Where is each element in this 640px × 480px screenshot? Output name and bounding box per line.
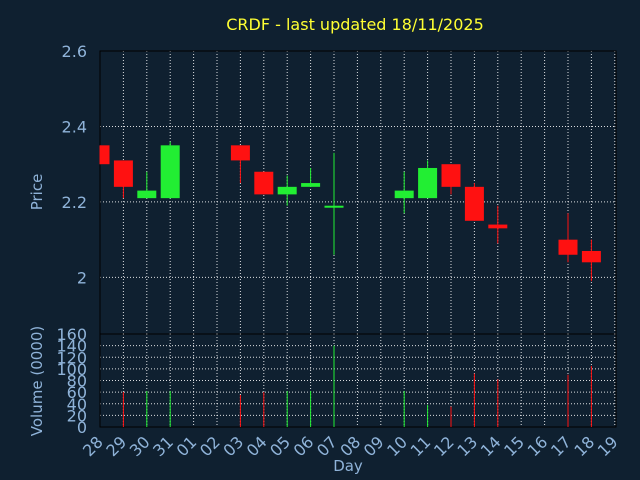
candle (488, 205, 508, 244)
candle-body (254, 171, 274, 195)
volume-tick-label: 0 (77, 418, 87, 437)
volume-plot-frame (99, 333, 617, 428)
candle-body (418, 167, 438, 199)
candle-body (581, 250, 601, 263)
candle-body (301, 183, 321, 187)
candle (230, 145, 250, 184)
candle (441, 164, 461, 195)
price-axis-label: Price (28, 174, 46, 211)
candle (113, 160, 133, 199)
volume-tick-label: 20 (67, 406, 87, 425)
price-y-ticks: 2 2.2 2.4 2.6 (62, 42, 87, 287)
candle (324, 152, 344, 255)
volume-tick-label: 160 (56, 325, 87, 344)
volume-tick-label: 40 (67, 395, 87, 414)
volume-tick-label: 140 (56, 337, 87, 356)
price-tick-label: 2.2 (62, 193, 87, 212)
candle-body (488, 224, 508, 229)
candle-body (441, 164, 461, 187)
candles (99, 141, 601, 282)
volume-bars (122, 345, 592, 427)
candle (277, 175, 297, 206)
candle-body (230, 145, 250, 161)
volume-tick-label: 60 (67, 383, 87, 402)
price-tick-label: 2 (77, 268, 87, 287)
volume-axis-label: Volume (0000) (28, 326, 46, 436)
candle (137, 171, 157, 199)
candle (301, 167, 321, 187)
candle-body (113, 160, 133, 187)
candle-body (558, 239, 578, 255)
price-tick-label: 2.4 (62, 117, 87, 136)
candle (558, 213, 578, 263)
candle-body (137, 190, 157, 199)
volume-tick-label: 100 (56, 360, 87, 379)
candle-body (160, 145, 180, 199)
candle (160, 141, 180, 199)
candle-body (100, 145, 110, 165)
volume-grid (100, 334, 616, 427)
candle-body (277, 186, 297, 195)
price-tick-label: 2.6 (62, 42, 87, 61)
x-tick-label: 19 (594, 432, 622, 460)
volume-tick-label: 120 (56, 348, 87, 367)
candle-body (394, 190, 414, 199)
candle (254, 171, 274, 195)
candle-body (464, 186, 484, 221)
chart-title: CRDF - last updated 18/11/2025 (226, 15, 484, 34)
candle (418, 160, 438, 199)
candle-body (324, 205, 344, 208)
candle (581, 239, 601, 282)
candle (464, 183, 484, 221)
candle (394, 171, 414, 214)
candle (99, 145, 110, 165)
x-axis-label: Day (333, 457, 363, 475)
volume-tick-label: 80 (67, 372, 87, 391)
